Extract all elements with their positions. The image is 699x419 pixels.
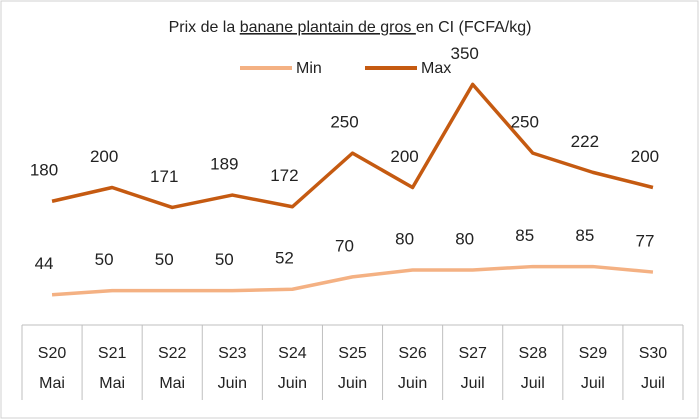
data-label: 172: [270, 166, 298, 185]
x-group-label: Juil: [461, 375, 485, 392]
data-label: 52: [275, 249, 294, 268]
data-label: 50: [215, 250, 234, 269]
series-line: [51, 264, 654, 297]
data-label: 50: [155, 250, 174, 269]
data-label: 250: [330, 113, 358, 132]
data-label: 350: [450, 44, 478, 63]
data-label: 250: [511, 113, 539, 132]
data-label: 44: [35, 254, 54, 273]
data-label: 222: [571, 132, 599, 151]
data-label: 200: [390, 147, 418, 166]
data-label: 85: [515, 226, 534, 245]
x-tick-label: S29: [579, 345, 608, 362]
title-part: Prix de la: [169, 19, 240, 36]
title-part: banane plantain de gros: [240, 19, 416, 36]
x-tick-label: S20: [38, 345, 67, 362]
x-group-label: Mai: [39, 375, 65, 392]
data-label: 77: [635, 232, 654, 251]
x-group-label: Juil: [641, 375, 665, 392]
x-tick-label: S25: [338, 345, 367, 362]
legend-label: Max: [421, 60, 451, 77]
chart-title: Prix de la banane plantain de gros en CI…: [169, 19, 532, 36]
x-group-label: Mai: [99, 375, 125, 392]
data-label: 80: [395, 229, 414, 248]
data-label: 189: [210, 155, 238, 174]
x-tick-label: S22: [158, 345, 187, 362]
x-group-label: Juil: [521, 375, 545, 392]
x-tick-label: S26: [398, 345, 427, 362]
data-label: 200: [631, 147, 659, 166]
x-tick-label: S30: [639, 345, 668, 362]
x-group-label: Mai: [159, 375, 185, 392]
x-group-label: Juil: [581, 375, 605, 392]
x-tick-label: S24: [278, 345, 307, 362]
data-label: 80: [455, 229, 474, 248]
title-part: en CI (FCFA/kg): [416, 19, 532, 36]
x-group-label: Juin: [278, 375, 307, 392]
data-label: 85: [575, 226, 594, 245]
x-group-label: Juin: [398, 375, 427, 392]
x-tick-label: S28: [519, 345, 548, 362]
x-group-label: Juin: [218, 375, 247, 392]
data-label: 70: [335, 236, 354, 255]
data-label: 50: [95, 250, 114, 269]
series-line: [51, 82, 654, 210]
x-tick-label: S21: [98, 345, 127, 362]
x-group-label: Juin: [338, 375, 367, 392]
x-tick-label: S27: [458, 345, 487, 362]
legend-label: Min: [296, 60, 322, 77]
x-tick-label: S23: [218, 345, 247, 362]
data-label: 200: [90, 147, 118, 166]
data-label: 180: [30, 161, 58, 180]
data-label: 171: [150, 167, 178, 186]
